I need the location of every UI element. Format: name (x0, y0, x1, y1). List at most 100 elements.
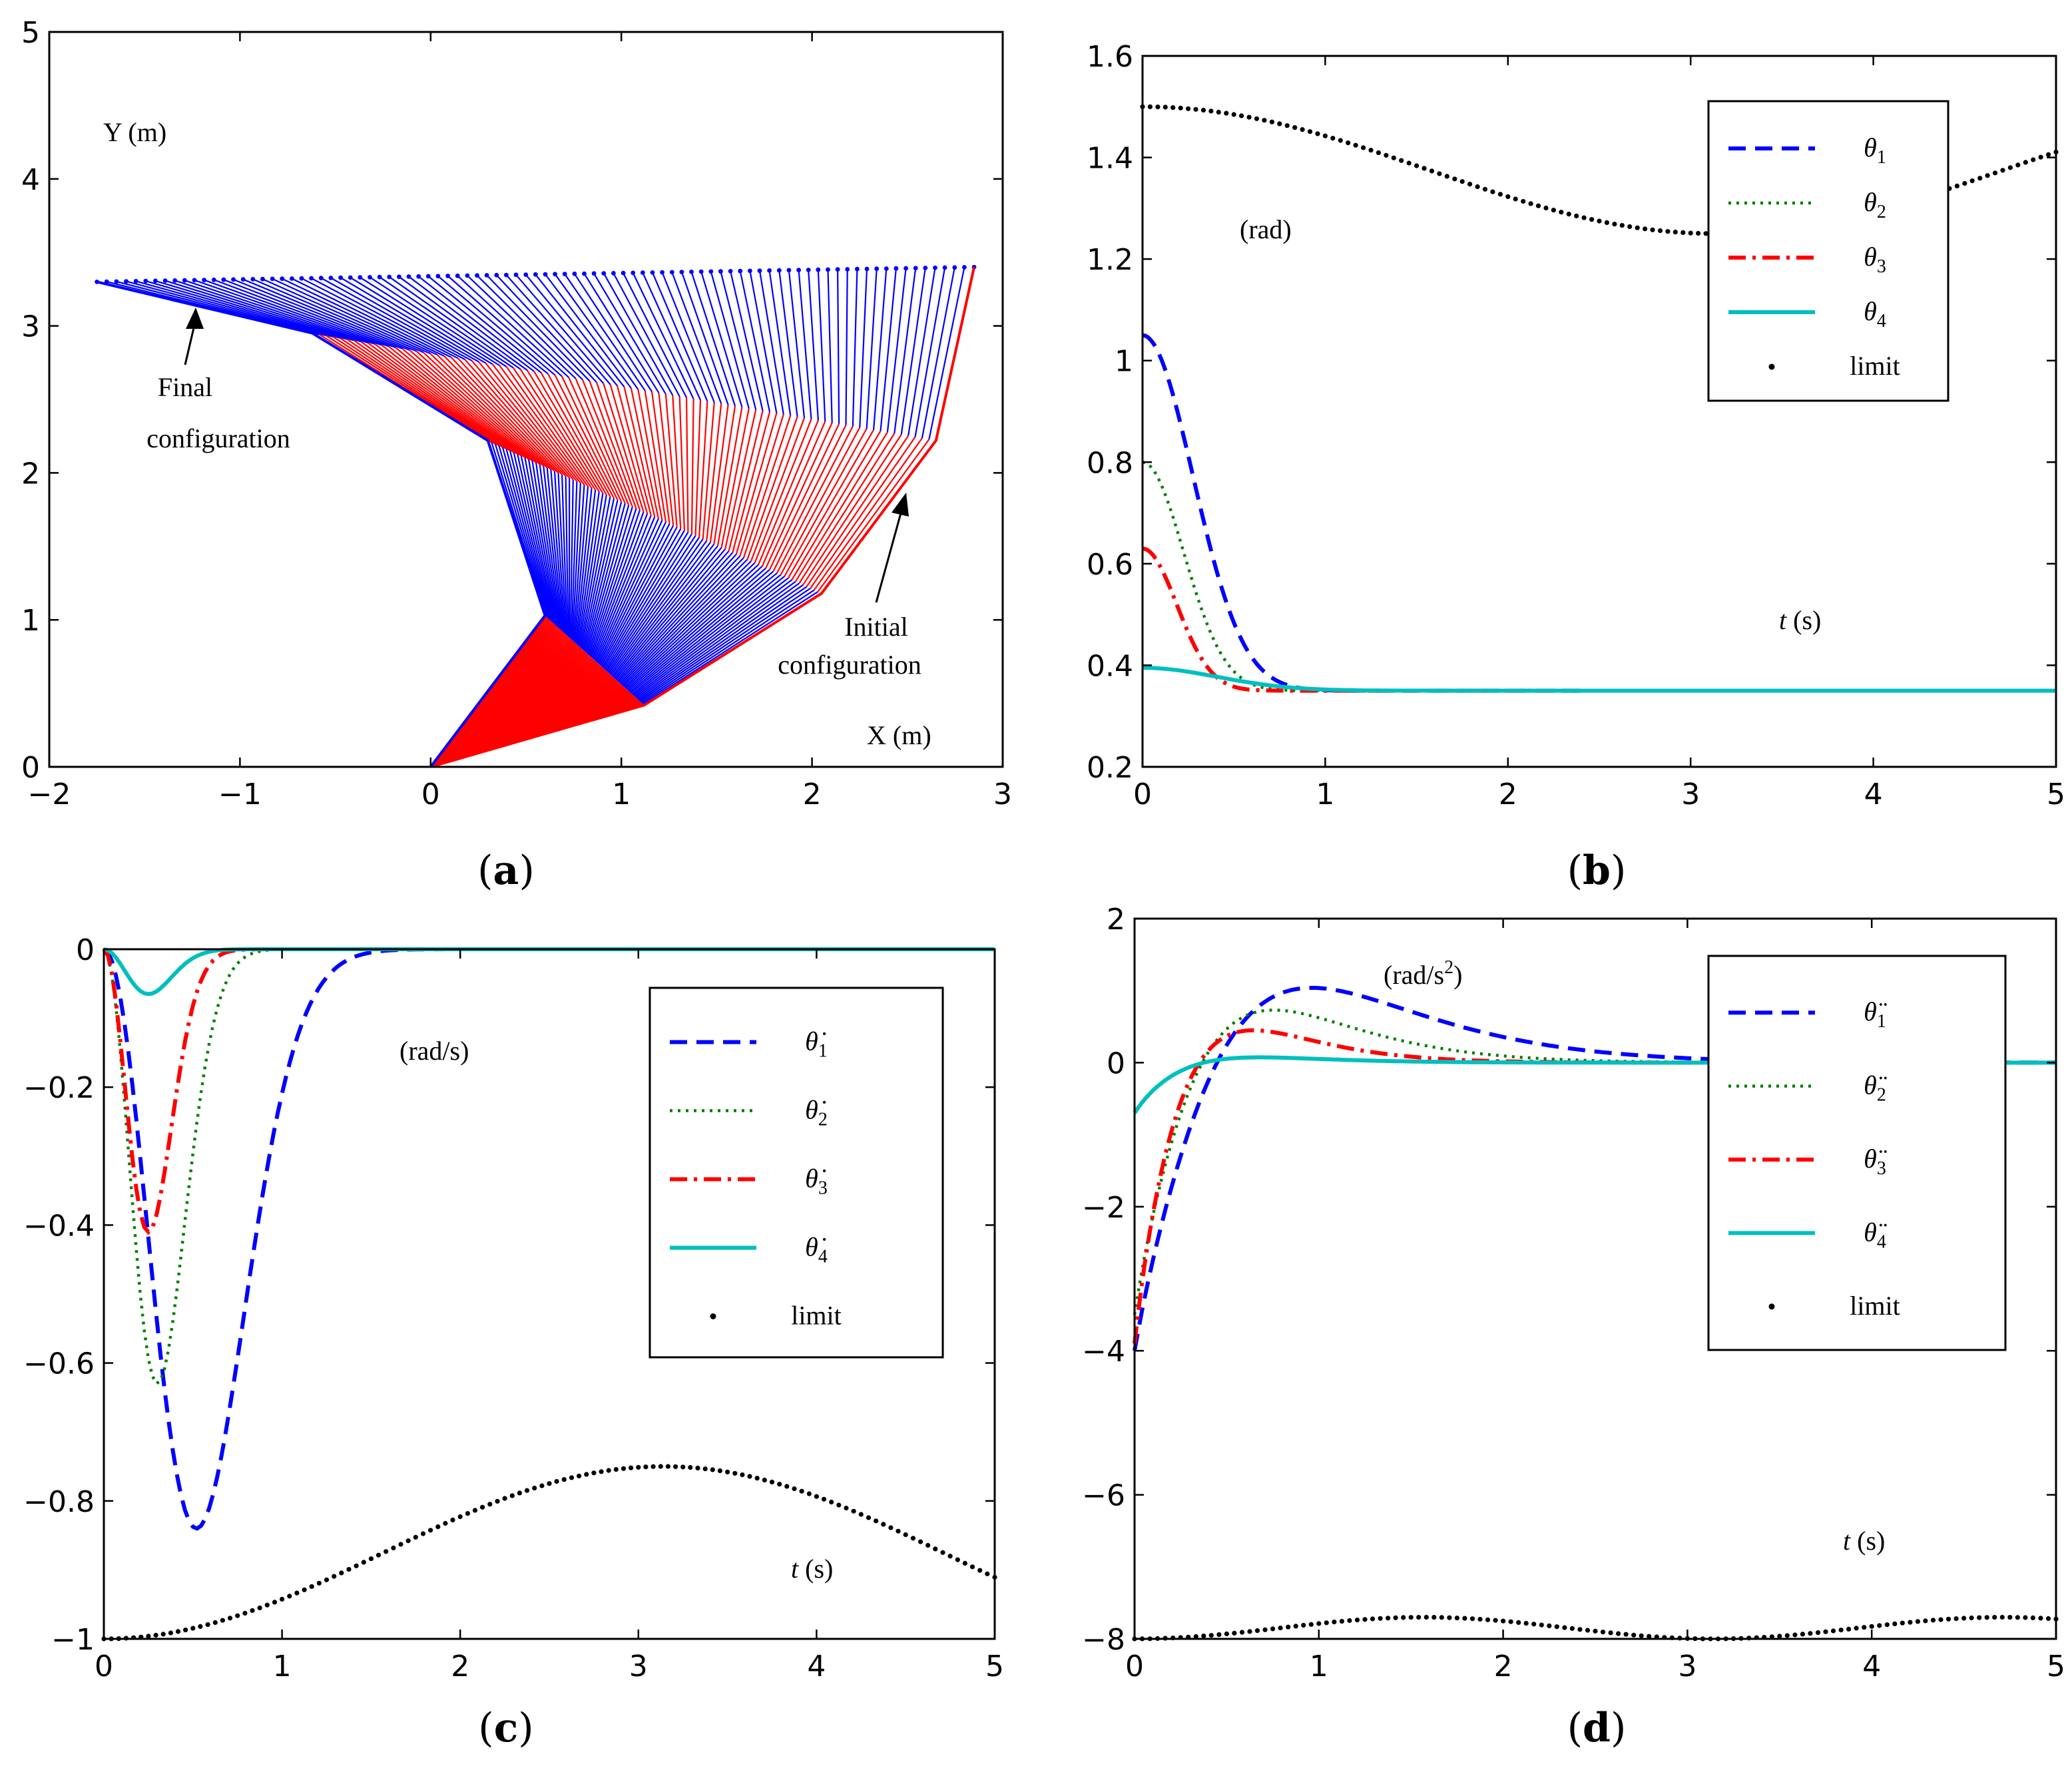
pa-link-segment (571, 483, 581, 641)
pa-link-segment (768, 270, 792, 416)
pa-link-segment (495, 274, 597, 383)
pc-xlabel: t (s) (791, 1554, 833, 1584)
pc-ytick-label: 0 (76, 933, 95, 967)
pa-link-segment (837, 269, 840, 424)
pa-link-segment (213, 279, 396, 349)
pa-link-segment (546, 467, 564, 632)
pa-link-segment (513, 367, 597, 491)
pa-link-segment (928, 267, 965, 440)
limit-point (1539, 1622, 1544, 1628)
limit-point (1516, 1620, 1521, 1625)
pa-link-segment (568, 377, 626, 504)
pa-link-segment (794, 431, 888, 582)
pa-link-segment (389, 276, 521, 370)
limit-point (1862, 1625, 1867, 1630)
limit-point (2031, 157, 2036, 162)
limit-point (561, 1477, 567, 1482)
pa-link-segment (320, 277, 473, 361)
pa-arrow-initial-head (892, 493, 909, 517)
limit-point (1232, 1630, 1237, 1636)
limit-point (1559, 210, 1564, 215)
pa-link-segment (524, 457, 557, 626)
pa-ylabel: Y (m) (103, 117, 166, 147)
limit-point (829, 1499, 834, 1505)
pa-end-effector-point (855, 266, 860, 272)
pa-link-segment (613, 545, 718, 678)
limit-point (1869, 1624, 1874, 1629)
limit-point (629, 1465, 634, 1470)
pa-link-segment (291, 278, 451, 358)
pd-caption: (d) (1567, 1705, 1627, 1751)
pa-end-effector-point (923, 266, 928, 270)
pc-xtick-label: 3 (629, 1650, 648, 1683)
limit-point (599, 1469, 604, 1474)
pa-link-segment (535, 462, 561, 629)
pd-legend-marker-limit (1768, 1303, 1775, 1310)
pa-link-segment (579, 495, 607, 648)
pa-link-segment (671, 272, 722, 404)
limit-point (1501, 1618, 1506, 1624)
limit-point (1307, 129, 1313, 134)
pa-xtick-label: 1 (612, 777, 631, 811)
limit-point (1308, 1622, 1314, 1627)
pb-line-theta4 (1142, 666, 2056, 693)
limit-point (1224, 1631, 1229, 1637)
limit-point (1505, 194, 1511, 199)
pa-link-segment (398, 276, 528, 371)
limit-point (740, 1472, 745, 1478)
pb-xlabel: t (s) (1779, 605, 1821, 635)
limit-point (1444, 174, 1449, 179)
limit-point (665, 1464, 671, 1469)
pa-link-segment (583, 273, 660, 393)
limit-point (725, 1469, 730, 1474)
limit-point (1631, 1632, 1637, 1638)
pb-ytick-label: 1.2 (1087, 243, 1133, 277)
pc-legend-label-3: θ̇3 (805, 1164, 828, 1199)
limit-point (858, 1512, 864, 1517)
limit-point (1681, 230, 1686, 235)
pa-link-segment (713, 405, 736, 545)
pa-link-segment (690, 272, 736, 407)
limit-point (1574, 213, 1579, 218)
pb-unit-label: (rad) (1240, 214, 1292, 244)
pa-link-segment (921, 267, 955, 439)
limit-point (1482, 186, 1488, 192)
limit-point (1497, 192, 1503, 197)
pa-link-segment (817, 439, 930, 592)
pa-caption: (a) (477, 847, 535, 894)
pa-link-segment (589, 380, 637, 509)
pa-xtick-label: 2 (803, 777, 822, 811)
limit-point (1945, 1616, 1951, 1622)
panel-c: 0 1 2 3 4 5−1−0.8−0.6−0.4−0.20θ̇1θ̇2θ̇3θ̇4lim… (23, 933, 1004, 1751)
limit-point (1838, 1628, 1844, 1633)
limit-point (1262, 118, 1267, 123)
limit-point (517, 1490, 523, 1496)
limit-point (1581, 215, 1587, 220)
limit-point (799, 1488, 804, 1494)
pb-xtick-label: 2 (1499, 777, 1517, 811)
limit-point (1378, 1616, 1383, 1621)
limit-point (1452, 176, 1457, 182)
limit-point (1239, 1630, 1245, 1635)
pa-link-segment (326, 335, 496, 445)
pa-link-segment (586, 505, 630, 654)
limit-point (1178, 105, 1183, 111)
pa-link-segment (613, 272, 680, 397)
limit-point (917, 1539, 923, 1544)
limit-point (1262, 1627, 1268, 1632)
pa-link-segment (464, 359, 571, 479)
pa-link-segment (427, 276, 549, 375)
pa-link-segment (597, 521, 666, 664)
pa-link-segment (360, 276, 500, 366)
limit-point (2007, 165, 2013, 170)
limit-point (1208, 1633, 1214, 1638)
limit-point (428, 1528, 433, 1533)
pa-link-segment (784, 428, 868, 577)
limit-point (1224, 111, 1229, 116)
limit-point (1569, 1626, 1575, 1631)
pa-end-effector-point (143, 278, 148, 284)
pa-link-segment (415, 350, 545, 467)
pa-link-segment (732, 411, 771, 553)
pa-link-segment (661, 272, 715, 403)
pa-link-segment (907, 268, 936, 436)
